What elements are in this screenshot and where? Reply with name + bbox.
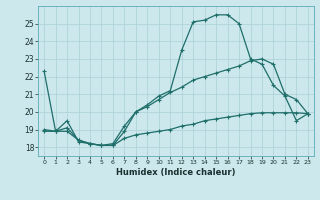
X-axis label: Humidex (Indice chaleur): Humidex (Indice chaleur) xyxy=(116,168,236,177)
